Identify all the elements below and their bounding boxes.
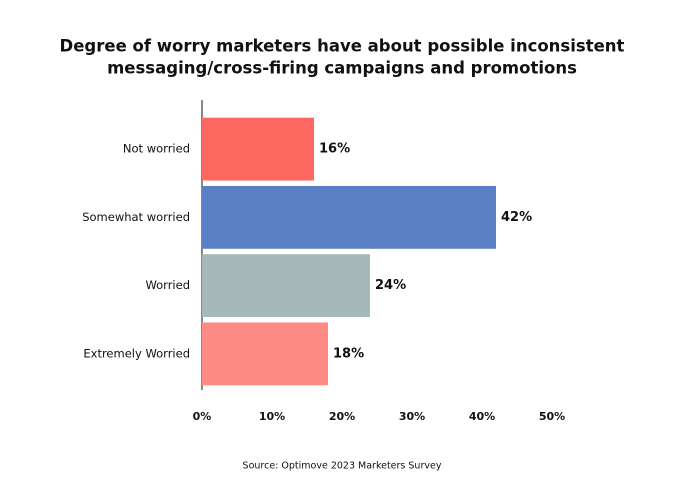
- bar: [202, 322, 328, 386]
- bar: [202, 185, 496, 249]
- x-tick-label: 50%: [539, 410, 565, 423]
- x-tick-label: 40%: [469, 410, 495, 423]
- y-tick-label: Somewhat worried: [82, 210, 190, 224]
- chart-title: messaging/cross-firing campaigns and pro…: [107, 59, 577, 78]
- x-tick-label: 20%: [329, 410, 355, 423]
- value-label: 42%: [501, 210, 532, 225]
- bar: [202, 117, 314, 181]
- bar: [202, 254, 370, 318]
- chart-title: Degree of worry marketers have about pos…: [60, 37, 625, 56]
- x-tick-label: 0%: [193, 410, 212, 423]
- y-tick-label: Not worried: [123, 142, 190, 156]
- y-tick-label: Worried: [145, 278, 190, 292]
- value-label: 18%: [333, 346, 364, 361]
- value-label: 24%: [375, 278, 406, 293]
- y-tick-label: Extremely Worried: [83, 346, 190, 360]
- value-label: 16%: [319, 142, 350, 157]
- x-tick-label: 10%: [259, 410, 285, 423]
- source-note: Source: Optimove 2023 Marketers Survey: [243, 461, 442, 472]
- x-tick-label: 30%: [399, 410, 425, 423]
